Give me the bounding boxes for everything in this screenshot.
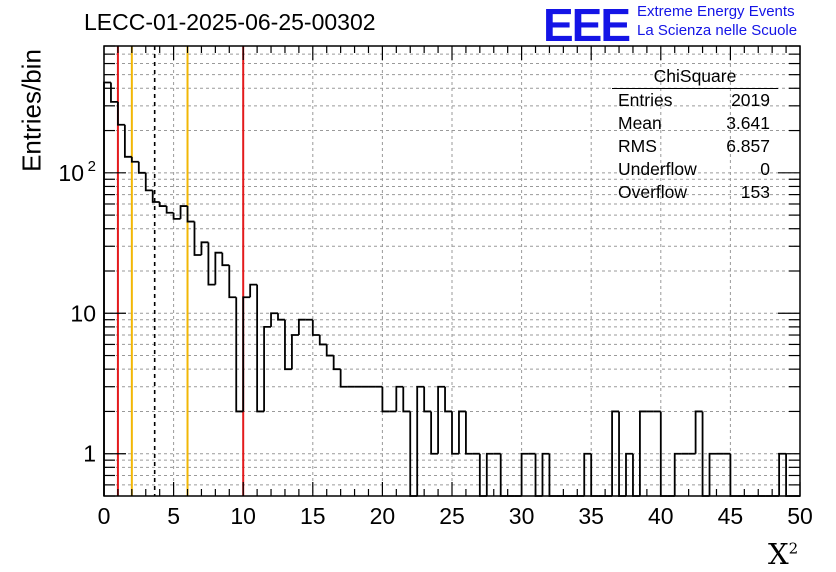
- histogram-bin: [193, 221, 202, 256]
- x-tick-label: 5: [167, 503, 180, 529]
- histogram-bin: [214, 251, 223, 285]
- histogram-bin: [458, 410, 466, 454]
- histogram-bin: [444, 386, 452, 413]
- histogram-bin: [465, 411, 473, 455]
- histogram-bin: [186, 206, 195, 223]
- x-tick-label: 10: [230, 503, 256, 529]
- stats-value: 2019: [731, 90, 770, 110]
- y-tick-exponent: 2: [88, 158, 96, 175]
- stats-row-rms: RMS 6.857: [612, 135, 778, 158]
- histogram-bin: [221, 252, 230, 267]
- histogram-bin: [437, 385, 446, 454]
- histogram-bin: [325, 344, 334, 357]
- eee-logo: EEE: [543, 0, 631, 51]
- x-axis-label-base: X: [768, 537, 789, 571]
- stats-value: 153: [740, 182, 770, 202]
- histogram-bin: [694, 410, 703, 454]
- stats-label: Overflow: [618, 182, 688, 202]
- histogram-bin: [270, 312, 278, 327]
- histogram-bin: [311, 319, 320, 336]
- histogram-bin: [165, 206, 174, 214]
- histogram-bin: [263, 325, 272, 412]
- stats-label: Mean: [618, 113, 662, 133]
- histogram-bin: [172, 212, 181, 220]
- stats-row-mean: Mean 3.641: [612, 112, 778, 135]
- stats-row-entries: Entries 2019: [612, 89, 778, 112]
- histogram-bin: [416, 385, 425, 496]
- histogram-bin: [123, 124, 132, 158]
- histogram-bin: [291, 334, 299, 370]
- stats-label: Underflow: [618, 159, 697, 179]
- histogram-bin: [249, 283, 258, 298]
- histogram-bin: [256, 284, 265, 413]
- histogram-bin: [235, 297, 244, 413]
- histogram-bin: [541, 452, 550, 496]
- stats-value: 3.641: [726, 113, 770, 133]
- histogram-bin: [228, 265, 237, 299]
- histogram-bin: [200, 241, 209, 255]
- org-name: Extreme Energy Events: [637, 3, 795, 20]
- histogram-bin: [332, 355, 341, 371]
- y-tick-label: 10: [70, 300, 96, 326]
- x-tick-label: 30: [509, 503, 535, 529]
- x-tick-label: 25: [439, 503, 465, 529]
- stats-title: ChiSquare: [612, 66, 778, 89]
- histogram-bin: [485, 452, 494, 496]
- x-tick-label: 35: [578, 503, 604, 529]
- histogram-bin: [130, 156, 139, 163]
- histogram-bin: [284, 319, 292, 371]
- x-axis-label-exponent: 2: [788, 539, 799, 558]
- histogram-bin: [423, 386, 432, 413]
- histogram-bin: [673, 452, 682, 496]
- x-tick-label: 0: [98, 503, 111, 529]
- histogram-bin: [137, 161, 146, 174]
- histogram-bin: [430, 411, 439, 455]
- stats-box: ChiSquare Entries 2019 Mean 3.641 RMS 6.857…: [612, 66, 778, 204]
- histogram-bin: [339, 369, 348, 388]
- histogram-bin: [708, 452, 717, 496]
- stats-row-overflow: Overflow 153: [612, 181, 778, 204]
- histogram-bin: [395, 385, 404, 412]
- x-tick-label: 45: [718, 503, 744, 529]
- histogram-bin: [381, 386, 390, 413]
- chart-title: LECC-01-2025-06-25-00302: [84, 9, 376, 35]
- histogram-bin: [207, 242, 216, 286]
- histogram-bin: [318, 335, 327, 346]
- x-tick-label: 20: [370, 503, 396, 529]
- stats-label: Entries: [618, 90, 673, 110]
- stats-value: 6.857: [726, 136, 770, 156]
- histogram-bin: [158, 201, 167, 207]
- histogram-bin: [583, 452, 592, 496]
- x-tick-label: 15: [300, 503, 326, 529]
- histogram-bin: [179, 205, 188, 219]
- histogram-bin: [144, 172, 153, 192]
- x-axis-label: X2: [768, 537, 798, 571]
- x-tick-label: 50: [787, 503, 813, 529]
- y-tick-label: 10: [58, 160, 84, 186]
- histogram-bin: [402, 386, 411, 413]
- histogram-bin: [625, 452, 633, 496]
- histogram-bin: [639, 410, 647, 496]
- histogram-bin: [297, 318, 306, 336]
- stats-row-underflow: Underflow 0: [612, 158, 778, 181]
- histogram-bin: [110, 82, 118, 103]
- x-tick-label: 40: [648, 503, 674, 529]
- stats-value: 0: [760, 159, 770, 179]
- y-tick-label: 1: [83, 441, 96, 467]
- org-subtitle: La Scienza nelle Scuole: [637, 22, 798, 39]
- histogram-bin: [242, 296, 251, 412]
- histogram-bin: [277, 313, 285, 321]
- histogram-bin: [611, 410, 620, 496]
- histogram-bin: [151, 190, 160, 203]
- histogram-bin: [451, 411, 459, 455]
- histogram-bin: [117, 101, 125, 126]
- histogram-bin: [520, 452, 529, 496]
- stats-label: RMS: [618, 136, 657, 156]
- histogram-bin: [103, 81, 111, 496]
